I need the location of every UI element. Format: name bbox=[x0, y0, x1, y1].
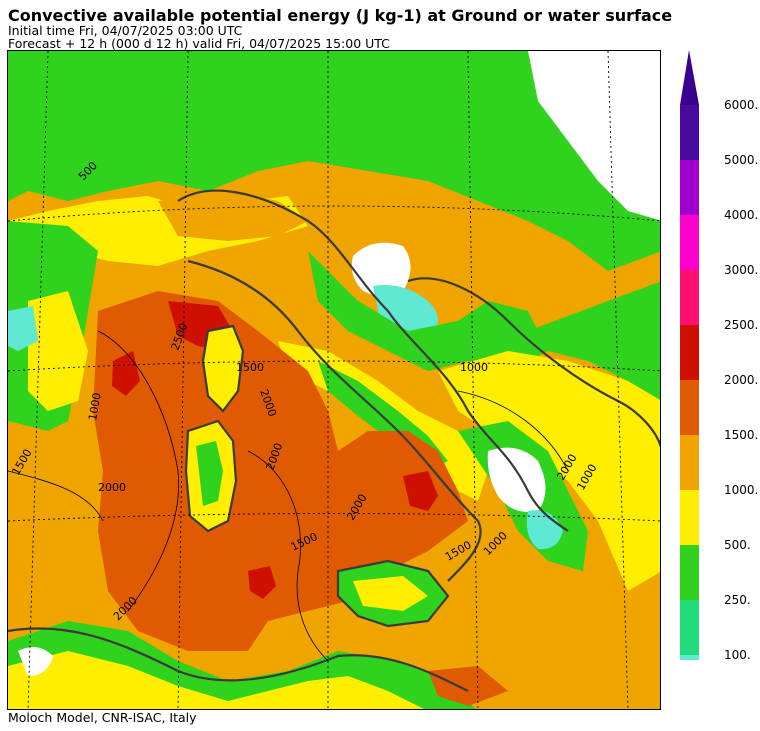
tyrrhenian-core-2500b bbox=[403, 471, 438, 511]
legend-swatch bbox=[680, 215, 699, 270]
legend-swatch bbox=[680, 655, 699, 710]
coastline-africa bbox=[8, 627, 469, 692]
legend-swatch bbox=[680, 270, 699, 325]
coastline-corsica bbox=[201, 324, 245, 413]
legend-label: 2500. bbox=[724, 318, 759, 332]
coastline-italy-west bbox=[187, 259, 482, 582]
graticule-lon-2 bbox=[177, 51, 189, 709]
coastline-italy bbox=[177, 189, 569, 532]
legend-label: 250. bbox=[724, 593, 751, 607]
legend-swatch bbox=[680, 600, 699, 655]
north-land-green bbox=[8, 51, 660, 271]
legend-label: 2000. bbox=[724, 373, 759, 387]
west-teal bbox=[8, 306, 38, 351]
legend-swatch bbox=[680, 435, 699, 490]
initial-time-line: Initial time Fri, 04/07/2025 03:00 UTC bbox=[8, 23, 243, 38]
model-credit: Moloch Model, CNR-ISAC, Italy bbox=[8, 710, 197, 725]
north-east-white bbox=[528, 51, 660, 221]
africa-yellow bbox=[8, 651, 424, 709]
graticule-lon-5 bbox=[607, 51, 629, 709]
legend-top-arrow bbox=[680, 50, 699, 105]
south-adriatic-yellow bbox=[438, 351, 660, 591]
legend-label: 6000. bbox=[724, 98, 759, 112]
legend-label: 5000. bbox=[724, 153, 759, 167]
po-valley-orange bbox=[158, 191, 308, 241]
legend-label: 3000. bbox=[724, 263, 759, 277]
adriatic-white-blob bbox=[351, 242, 411, 296]
contour-label: 1500 bbox=[236, 361, 264, 374]
legend-swatch bbox=[680, 380, 699, 435]
contour-2000-a bbox=[97, 330, 180, 612]
ionian-orange-2000 bbox=[428, 666, 508, 706]
color-legend: 6000. 5000. 4000. 3000. 2500. 2000. 1500. 1000.… bbox=[680, 50, 760, 710]
coastline-balkans bbox=[407, 277, 660, 449]
graticule-lat-3 bbox=[8, 513, 660, 522]
contour-2000-b bbox=[247, 450, 329, 662]
contour-label: 1000 bbox=[86, 392, 104, 422]
sicily-yellow bbox=[353, 576, 428, 611]
legend-label: 1000. bbox=[724, 483, 759, 497]
forecast-line: Forecast + 12 h (000 d 12 h) valid Fri, … bbox=[8, 36, 390, 51]
coastline-sicily bbox=[336, 559, 450, 628]
graticule-lon-1 bbox=[27, 51, 49, 709]
tyrrhenian-2000 bbox=[93, 291, 468, 651]
legend-swatch bbox=[680, 105, 699, 160]
legend-swatch bbox=[680, 490, 699, 545]
corsica-land bbox=[203, 326, 243, 411]
balkan-green bbox=[528, 281, 660, 400]
legend-swatch bbox=[680, 160, 699, 215]
contour-label: 1000 bbox=[460, 361, 488, 374]
coastline-sardinia bbox=[184, 419, 238, 533]
cape-map: 1000 2500 1500 2000 2000 2000 1500 2000 … bbox=[7, 50, 661, 710]
sardinia-green bbox=[196, 441, 223, 506]
legend-label: 1500. bbox=[724, 428, 759, 442]
legend-label: 4000. bbox=[724, 208, 759, 222]
legend-label: 100. bbox=[724, 648, 751, 662]
legend-label: 500. bbox=[724, 538, 751, 552]
contour-1500-a bbox=[8, 470, 104, 522]
west-2500 bbox=[112, 351, 140, 396]
legend-swatch bbox=[680, 545, 699, 600]
west-coast-yellow bbox=[28, 291, 88, 411]
contour-label: 2000 bbox=[98, 481, 126, 494]
africa-white bbox=[18, 647, 53, 676]
tyrrhenian-core-2500c bbox=[248, 566, 276, 599]
legend-swatch bbox=[680, 325, 699, 380]
graticule-lon-4 bbox=[467, 51, 479, 709]
map-title: Convective available potential energy (J… bbox=[8, 6, 673, 25]
adriatic-green bbox=[308, 251, 548, 371]
balkan-yellow bbox=[608, 411, 660, 521]
contour-1000-a bbox=[457, 390, 569, 472]
